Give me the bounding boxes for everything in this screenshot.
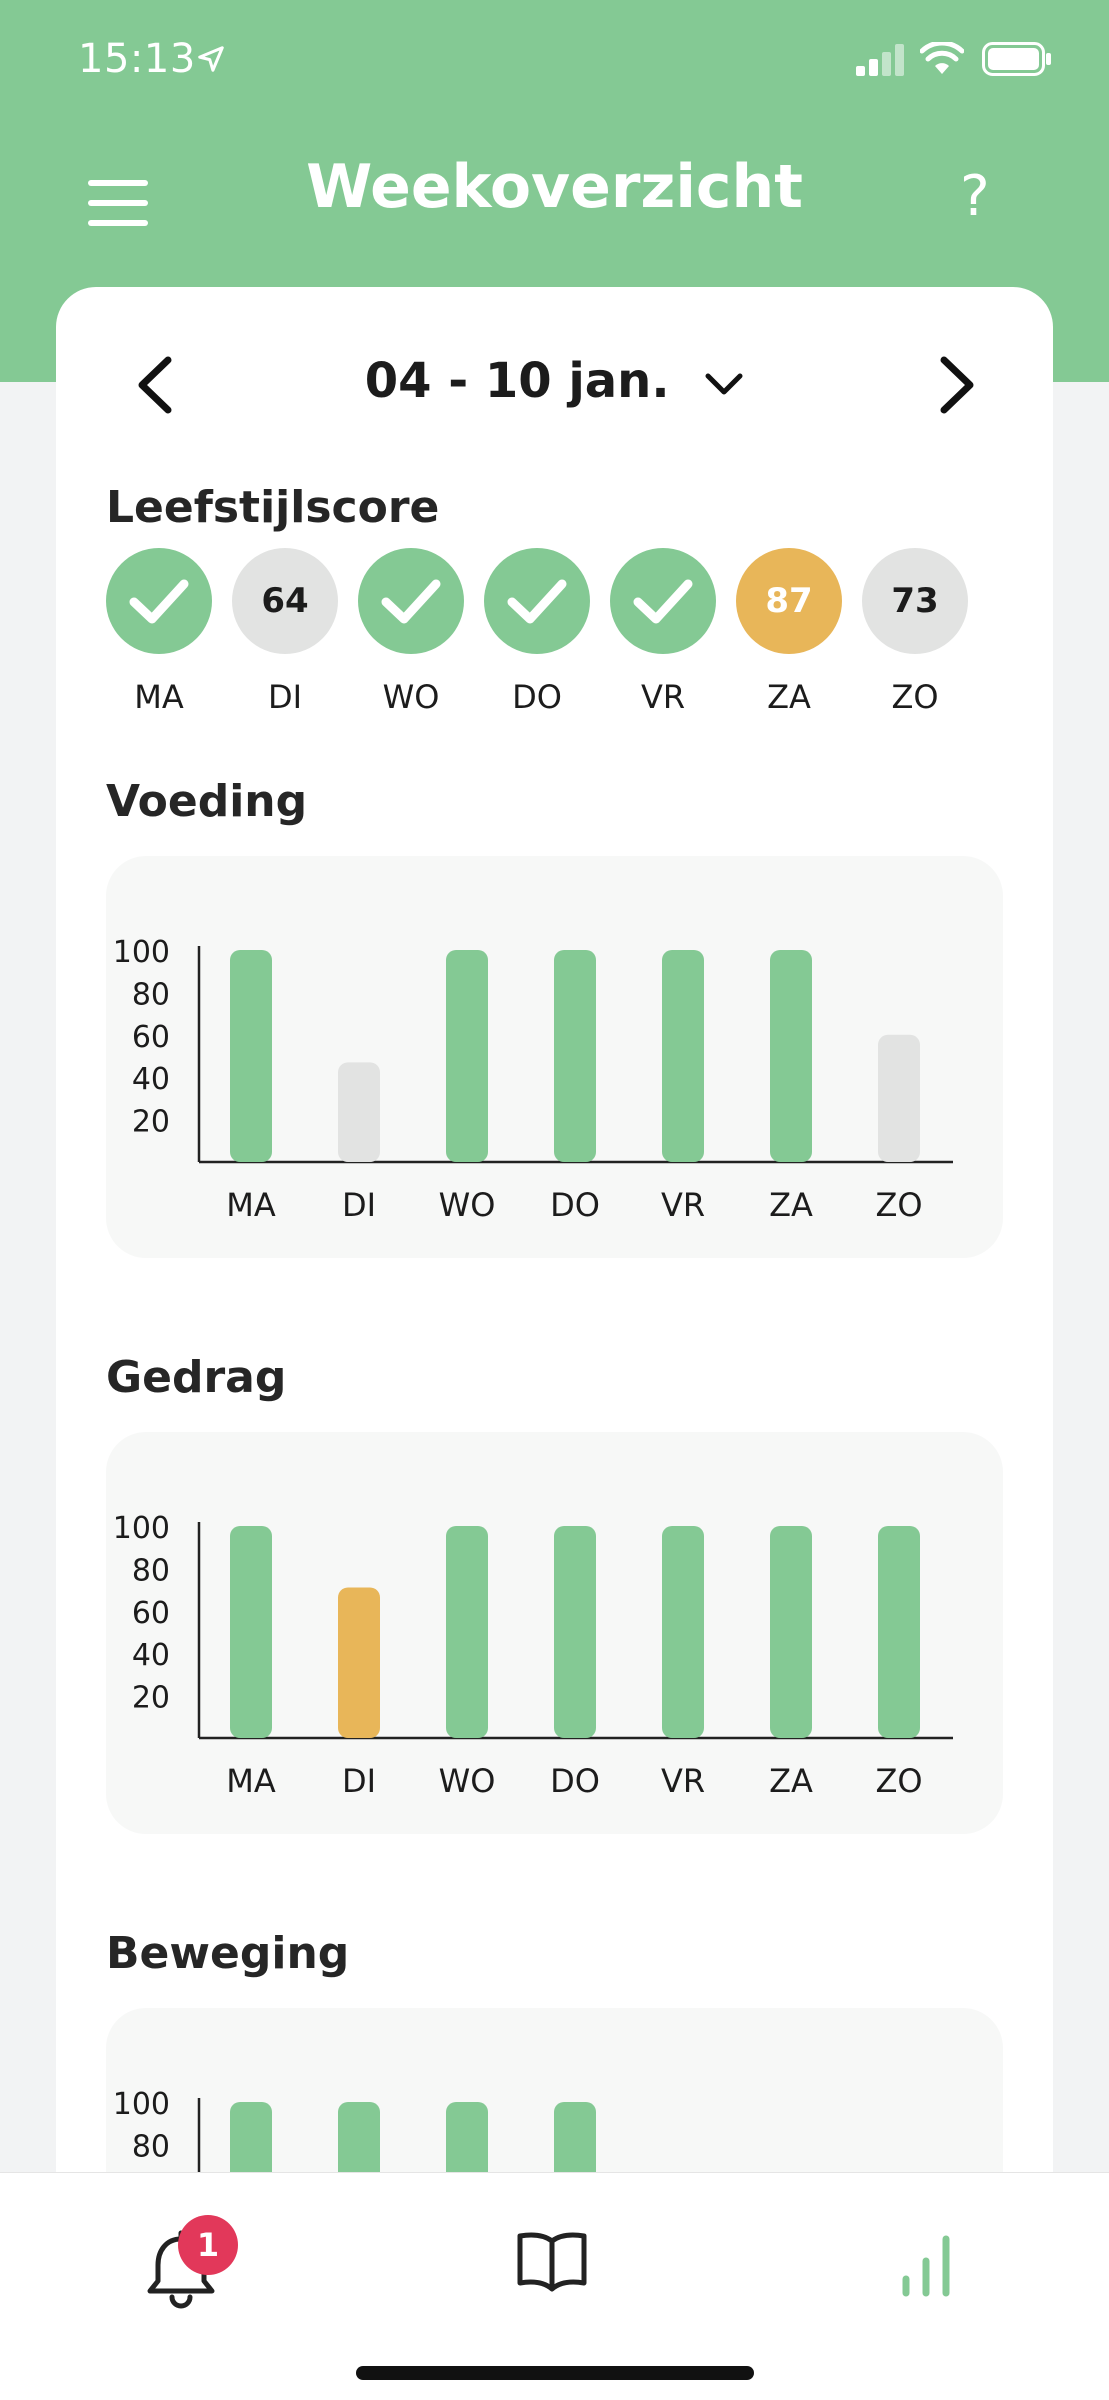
x-tick-label: ZO [875, 1762, 922, 1800]
help-button[interactable]: ? [960, 164, 990, 229]
bar-zo [878, 1526, 920, 1738]
bar-di [338, 1587, 380, 1738]
x-tick-label: ZO [875, 1186, 922, 1224]
bar-ma [230, 1526, 272, 1738]
bar-za [770, 950, 812, 1162]
statistics-bars-icon[interactable] [898, 2219, 954, 2299]
hamburger-menu-icon[interactable] [88, 180, 148, 228]
voeding-title: Voeding [106, 776, 308, 827]
bar-di [338, 1062, 380, 1162]
score-day-za[interactable]: 87 ZA [736, 548, 842, 716]
bar-za [770, 1526, 812, 1738]
y-tick-label: 40 [132, 1638, 170, 1673]
previous-week-chevron-icon[interactable] [130, 352, 180, 418]
x-tick-label: DI [342, 1186, 376, 1224]
bottom-tab-bar: 1 [0, 2172, 1109, 2400]
bar-wo [446, 950, 488, 1162]
bar-wo [446, 1526, 488, 1738]
y-tick-label: 20 [132, 1681, 170, 1716]
bar-zo [878, 1034, 920, 1162]
y-tick-label: 80 [132, 977, 170, 1012]
week-selector[interactable]: 04 - 10 jan. [0, 353, 1109, 409]
y-tick-label: 40 [132, 1062, 170, 1097]
x-tick-label: MA [226, 1186, 276, 1224]
score-day-label: ZO [891, 678, 939, 716]
score-day-label: MA [134, 678, 184, 716]
next-week-chevron-icon[interactable] [932, 352, 982, 418]
book-icon[interactable] [514, 2223, 590, 2299]
x-tick-label: ZA [769, 1186, 813, 1224]
score-day-ma[interactable]: MA [106, 548, 212, 716]
check-icon [484, 548, 590, 654]
voeding-chart: 100 80 60 40 20 MA DI WO DO VR ZA ZO [106, 856, 1003, 1258]
score-day-label: WO [382, 678, 440, 716]
week-label: 04 - 10 jan. [364, 353, 670, 409]
score-day-do[interactable]: DO [484, 548, 590, 716]
chevron-down-icon [705, 373, 743, 395]
score-day-label: DO [512, 678, 562, 716]
gedrag-chart: 100 80 60 40 20 MA DI WO DO VR ZA ZO [106, 1432, 1003, 1834]
y-tick-label: 60 [132, 1020, 170, 1055]
x-tick-label: DO [550, 1186, 600, 1224]
bar-ma [230, 950, 272, 1162]
y-tick-label: 100 [113, 1511, 170, 1546]
y-tick-label: 80 [132, 1553, 170, 1588]
check-icon [358, 548, 464, 654]
lifestyle-score-title: Leefstijlscore [106, 482, 440, 533]
wifi-icon [920, 42, 964, 74]
status-bar: 15:13 [0, 0, 1109, 120]
y-tick-label: 100 [113, 2087, 170, 2122]
status-time: 15:13 [78, 36, 196, 82]
score-value: 73 [862, 548, 968, 654]
score-day-wo[interactable]: WO [358, 548, 464, 716]
bar-vr [662, 1526, 704, 1738]
notifications-badge: 1 [178, 2215, 238, 2275]
y-tick-label: 80 [132, 2129, 170, 2164]
home-indicator [356, 2366, 754, 2380]
bar-vr [662, 950, 704, 1162]
x-tick-label: MA [226, 1762, 276, 1800]
page-title: Weekoverzicht [306, 152, 803, 222]
score-day-vr[interactable]: VR [610, 548, 716, 716]
gedrag-chart-svg: 100 80 60 40 20 MA DI WO DO VR ZA ZO [113, 1511, 953, 1800]
score-day-label: DI [267, 678, 303, 716]
check-icon [106, 548, 212, 654]
score-value: 87 [736, 548, 842, 654]
x-tick-label: DO [550, 1762, 600, 1800]
cellular-signal-icon [856, 44, 904, 76]
x-tick-label: WO [439, 1762, 496, 1800]
check-icon [610, 548, 716, 654]
bar-do [554, 1526, 596, 1738]
score-day-label: ZA [767, 678, 811, 716]
y-tick-label: 100 [113, 935, 170, 970]
beweging-title: Beweging [106, 1928, 350, 1979]
battery-icon [982, 42, 1051, 76]
location-arrow-icon [198, 46, 224, 72]
score-day-di[interactable]: 64 DI [232, 548, 338, 716]
gedrag-title: Gedrag [106, 1352, 287, 1403]
voeding-chart-svg: 100 80 60 40 20 MA DI WO DO VR ZA ZO [113, 935, 953, 1224]
score-day-label: VR [640, 678, 686, 716]
lifestyle-score-row: MA 64 DI WO DO VR 87 ZA 73 ZO [106, 548, 1006, 728]
score-day-zo[interactable]: 73 ZO [862, 548, 968, 716]
x-tick-label: WO [439, 1186, 496, 1224]
bar-do [554, 950, 596, 1162]
score-value: 64 [232, 548, 338, 654]
y-tick-label: 60 [132, 1596, 170, 1631]
y-tick-label: 20 [132, 1105, 170, 1140]
x-tick-label: DI [342, 1762, 376, 1800]
x-tick-label: VR [661, 1762, 705, 1800]
x-tick-label: VR [661, 1186, 705, 1224]
x-tick-label: ZA [769, 1762, 813, 1800]
